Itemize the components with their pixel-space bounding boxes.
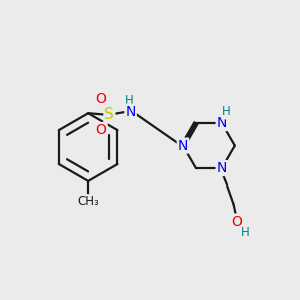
Text: N: N — [178, 139, 188, 153]
Text: N: N — [217, 116, 227, 130]
Text: N: N — [125, 105, 136, 119]
Text: N: N — [217, 161, 227, 175]
Text: O: O — [96, 123, 106, 137]
Text: H: H — [222, 106, 231, 118]
Text: O: O — [231, 214, 242, 229]
Text: O: O — [96, 92, 106, 106]
Text: S: S — [104, 107, 114, 122]
Text: CH₃: CH₃ — [77, 195, 99, 208]
Text: H: H — [240, 226, 249, 239]
Text: H: H — [125, 94, 134, 107]
